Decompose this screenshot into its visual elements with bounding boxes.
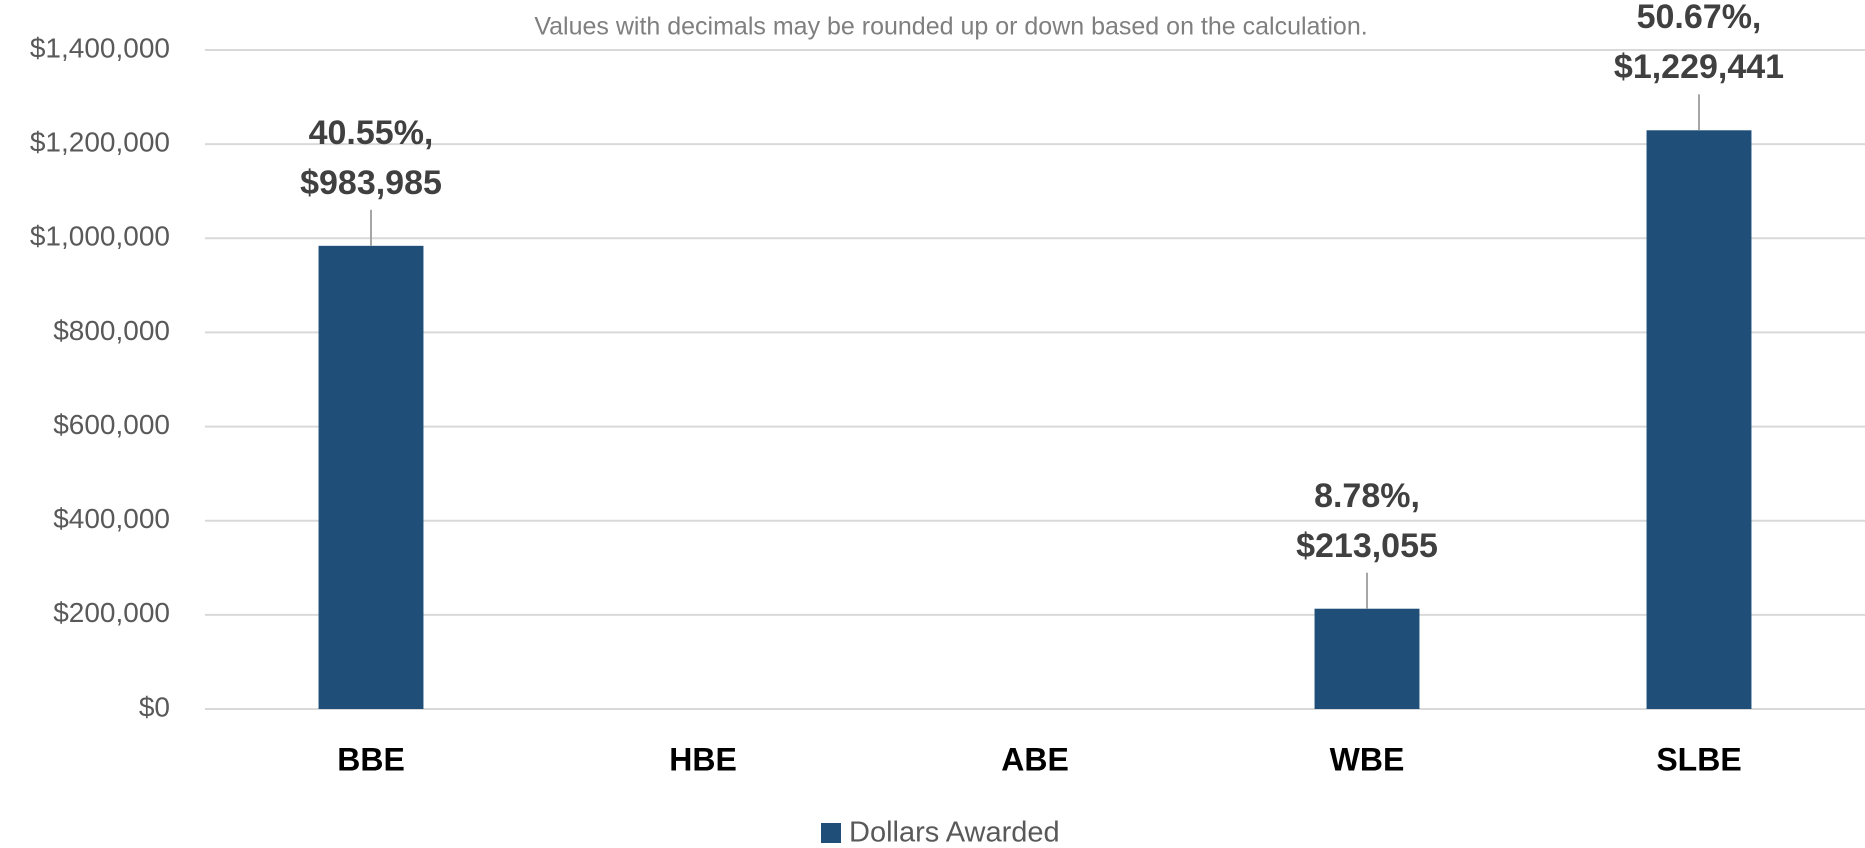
data-label: 40.55%, $983,985: [300, 113, 442, 202]
data-label: 8.78%, $213,055: [1296, 476, 1438, 565]
legend-swatch: [821, 823, 841, 843]
y-tick-label: $0: [139, 691, 170, 722]
x-tick-label: ABE: [1001, 741, 1069, 777]
chart-note: Values with decimals may be rounded up o…: [534, 13, 1367, 41]
x-tick-label: HBE: [669, 741, 737, 777]
y-tick-label: $400,000: [53, 503, 170, 534]
data-label: 50.67%, $1,229,441: [1613, 0, 1785, 87]
x-tick-label: BBE: [337, 741, 405, 777]
y-tick-label: $200,000: [53, 597, 170, 628]
y-tick-label: $800,000: [53, 315, 170, 346]
y-tick-label: $1,000,000: [30, 221, 170, 252]
bar: [318, 245, 424, 709]
y-tick-label: $600,000: [53, 409, 170, 440]
legend-label: Dollars Awarded: [849, 817, 1060, 848]
x-tick-label: SLBE: [1656, 741, 1741, 777]
bar: [1646, 130, 1752, 710]
x-tick-label: WBE: [1330, 741, 1405, 777]
y-tick-label: $1,400,000: [30, 32, 170, 63]
bar: [1314, 608, 1420, 709]
y-tick-label: $1,200,000: [30, 127, 170, 158]
